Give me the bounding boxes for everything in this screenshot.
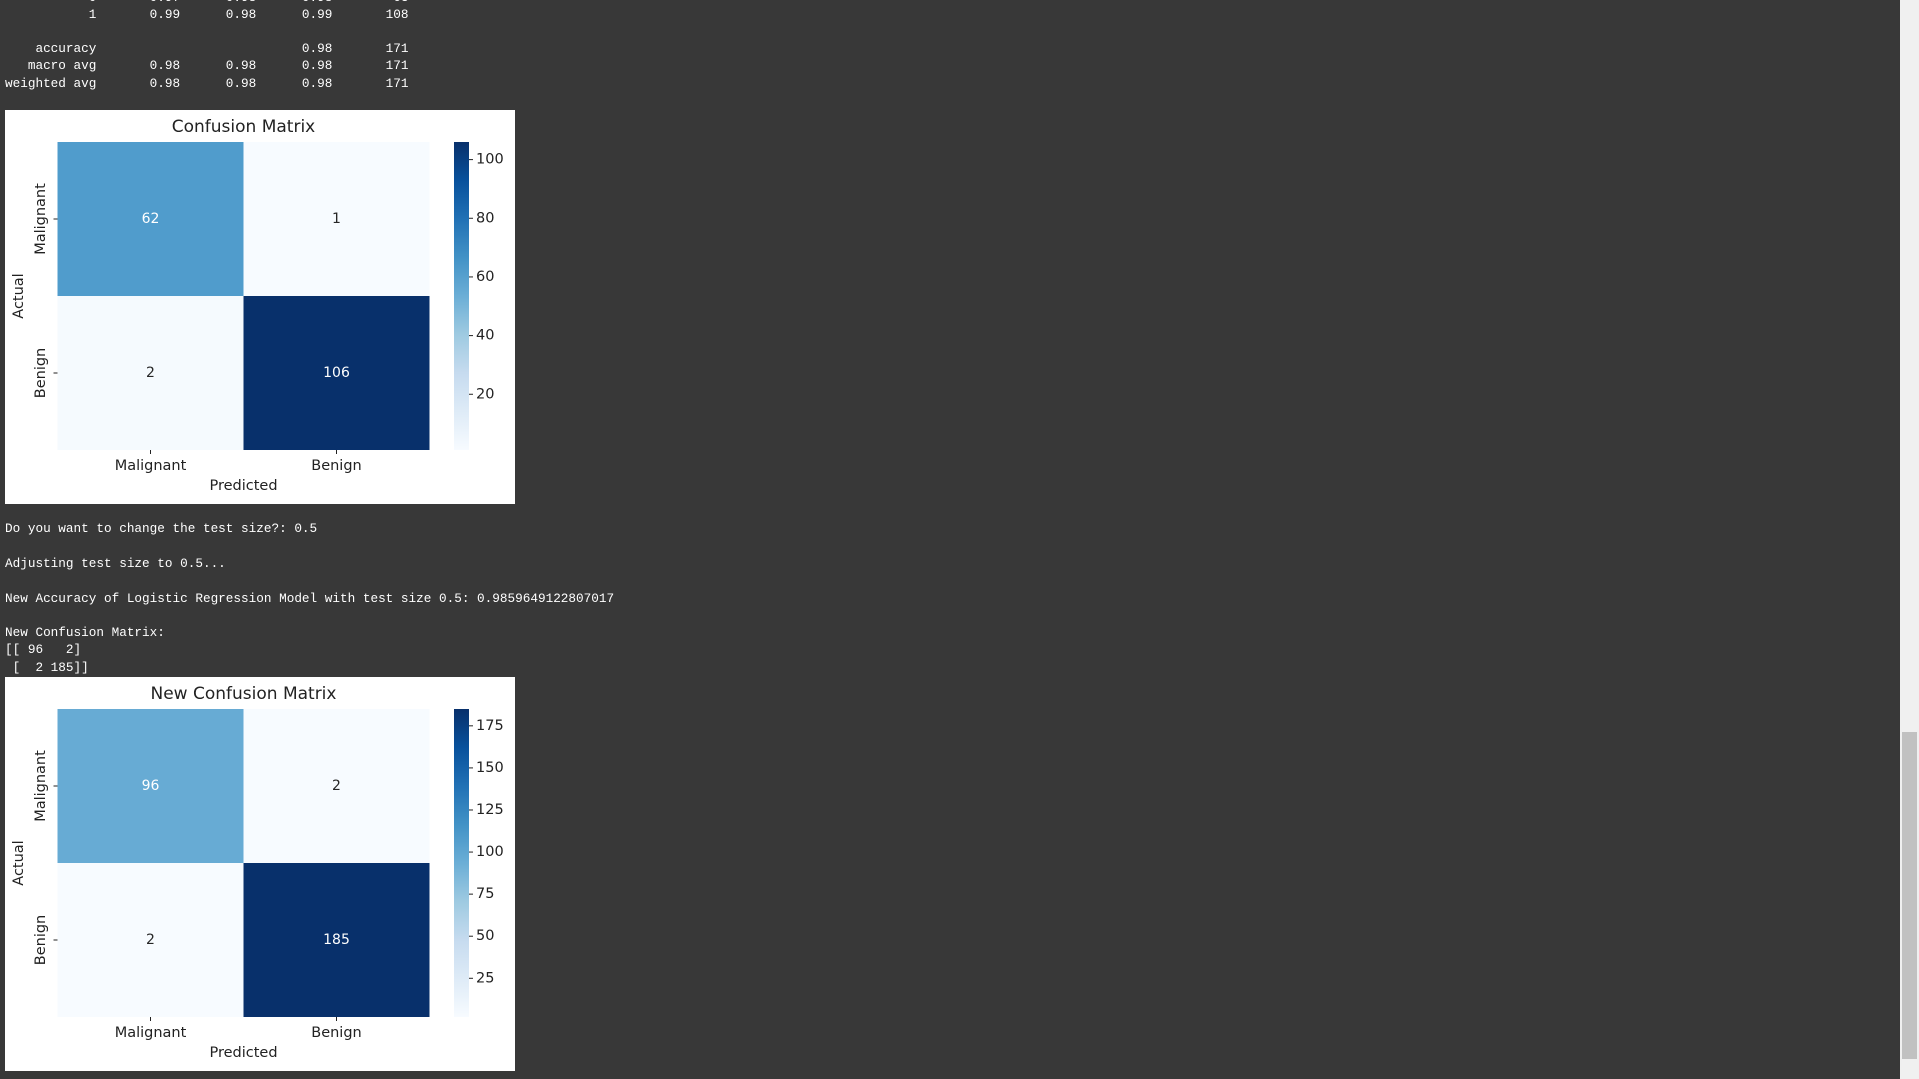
cell-annotation: 185	[323, 932, 350, 948]
output-line: 0 0.97 0.98 0.98 63	[5, 0, 409, 6]
figure: Confusion Matrix 62 1 2 106 Malignant Benign Ma…	[5, 110, 515, 504]
heatmap-cell	[57, 863, 244, 1017]
chart-title: Confusion Matrix	[172, 117, 316, 137]
cell-annotation: 2	[146, 365, 155, 381]
y-tick-label: Benign	[33, 915, 49, 965]
cell-annotation: 2	[146, 932, 155, 948]
cell-annotation: 62	[142, 211, 160, 227]
y-tick-label: Malignant	[33, 183, 49, 255]
y-tick-label: Benign	[33, 348, 49, 398]
colorbar-tick-label: 80	[476, 210, 494, 226]
heatmap-cell	[243, 296, 430, 450]
heatmap-cell	[57, 709, 244, 863]
y-axis-label: Actual	[11, 273, 27, 318]
output-line: Adjusting test size to 0.5...	[5, 556, 226, 571]
colorbar-tick-label: 60	[476, 269, 494, 285]
output-line: New Accuracy of Logistic Regression Mode…	[5, 591, 615, 606]
cell-annotation: 1	[332, 211, 341, 227]
colorbar-tick-label: 100	[476, 152, 504, 168]
cell-annotation: 106	[323, 365, 350, 381]
colorbar-tick-label: 40	[476, 328, 494, 344]
x-tick-label: Malignant	[115, 1025, 187, 1041]
heatmap-cell	[243, 142, 430, 296]
output-line: weighted avg 0.98 0.98 0.98 171	[5, 76, 409, 91]
heatmap-cell	[57, 142, 244, 296]
heatmap-chart: Confusion Matrix 62 1 2 106 Malignant Benign Ma…	[11, 117, 504, 494]
output-line: accuracy 0.98 171	[5, 41, 409, 56]
output-line: Do you want to change the test size?: 0.…	[5, 521, 318, 536]
heatmap-chart: New Confusion Matrix 96 2 2 185 Malignant Beni…	[11, 684, 504, 1061]
colorbar-tick-label: 50	[476, 928, 494, 944]
heatmap-cell	[243, 709, 430, 863]
colorbar-tick-label: 100	[476, 844, 504, 860]
colorbar	[454, 709, 469, 1017]
heatmap-cell	[57, 296, 244, 450]
y-tick-label: Malignant	[33, 750, 49, 822]
output-line: New Confusion Matrix:	[5, 625, 165, 640]
heatmap-cell	[243, 863, 430, 1017]
y-axis-label: Actual	[11, 840, 27, 885]
colorbar-tick-label: 25	[476, 970, 494, 986]
colorbar-tick-label: 150	[476, 760, 504, 776]
cell-annotation: 96	[142, 778, 160, 794]
cell-annotation: 2	[332, 778, 341, 794]
x-tick-label: Benign	[311, 458, 361, 474]
x-tick-label: Benign	[311, 1025, 361, 1041]
chart-title: New Confusion Matrix	[151, 684, 337, 704]
output-line: 1 0.99 0.98 0.99 108	[5, 7, 409, 22]
colorbar-tick-label: 175	[476, 718, 504, 734]
x-axis-label: Predicted	[209, 478, 277, 494]
colorbar-tick-label: 75	[476, 886, 494, 902]
colorbar-tick-label: 20	[476, 386, 494, 402]
x-axis-label: Predicted	[209, 1045, 277, 1061]
colorbar-tick-label: 125	[476, 802, 504, 818]
scrollbar-thumb[interactable]	[1902, 732, 1917, 1059]
output-line: [ 2 185]]	[5, 660, 89, 675]
colorbar	[454, 142, 469, 450]
output-line: macro avg 0.98 0.98 0.98 171	[5, 58, 409, 73]
scrollbar[interactable]	[1900, 0, 1919, 1079]
output-line: [[ 96 2]	[5, 642, 82, 657]
x-tick-label: Malignant	[115, 458, 187, 474]
figure: New Confusion Matrix 96 2 2 185 Malignant Beni…	[5, 677, 515, 1071]
